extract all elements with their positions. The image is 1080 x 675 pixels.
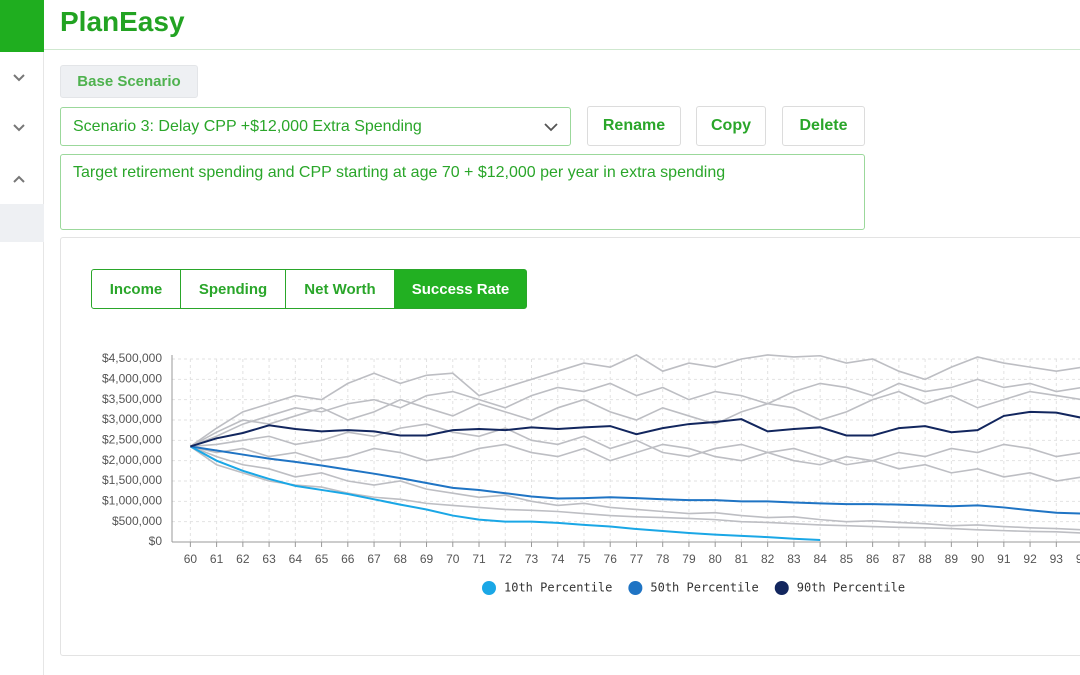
x-tick-label: 92 — [1023, 552, 1037, 566]
description-textarea[interactable]: Target retirement spending and CPP start… — [60, 154, 865, 230]
x-tick-label: 90 — [971, 552, 985, 566]
x-tick-label: 87 — [892, 552, 906, 566]
y-tick-label: $3,500,000 — [102, 392, 162, 406]
base-scenario-button[interactable]: Base Scenario — [60, 65, 198, 98]
x-tick-label: 88 — [918, 552, 932, 566]
x-tick-label: 64 — [289, 552, 303, 566]
simulation-line — [189, 445, 1080, 534]
legend-swatch — [628, 581, 643, 595]
y-tick-label: $0 — [149, 534, 163, 548]
x-tick-label: 69 — [420, 552, 434, 566]
simulation-line — [189, 390, 1080, 448]
logo-block — [0, 0, 44, 52]
sidebar-icons — [13, 74, 25, 183]
x-tick-label: 66 — [341, 552, 355, 566]
y-tick-label: $4,000,000 — [102, 372, 162, 386]
x-tick-label: 60 — [184, 552, 198, 566]
legend-swatch — [482, 581, 496, 595]
simulation-line — [190, 443, 1080, 466]
y-tick-label: $2,000,000 — [102, 453, 162, 467]
select-caret — [544, 123, 558, 132]
y-tick-label: $3,000,000 — [102, 412, 162, 426]
simulation-line — [190, 445, 1080, 531]
x-tick-label: 62 — [236, 552, 250, 566]
x-tick-label: 72 — [499, 552, 513, 566]
x-tick-label: 71 — [472, 552, 486, 566]
y-tick-label: $1,500,000 — [102, 473, 162, 487]
y-tick-label: $500,000 — [112, 514, 162, 528]
select-text: Scenario 3: Delay CPP +$12,000 Extra Spe… — [73, 117, 422, 135]
app-title: PlanEasy — [60, 6, 185, 37]
tab-bar: Income Spending Net Worth Success Rate — [91, 269, 527, 309]
simulation-line — [190, 378, 1080, 448]
y-tick-label: $4,500,000 — [102, 351, 162, 365]
rename-button[interactable]: Rename — [587, 106, 681, 146]
x-tick-label: 86 — [866, 552, 880, 566]
y-tick-label: $1,000,000 — [102, 494, 162, 508]
x-tick-label: 89 — [945, 552, 959, 566]
delete-button[interactable]: Delete — [782, 106, 865, 146]
tab[interactable]: Spending — [180, 269, 286, 309]
x-tick-label: 70 — [446, 552, 460, 566]
chevron-down[interactable] — [13, 124, 25, 132]
x-tick-label: 85 — [840, 552, 854, 566]
x-tick-label: 75 — [577, 552, 591, 566]
x-tick-label: 74 — [551, 552, 565, 566]
tab[interactable]: Success Rate — [394, 269, 527, 309]
sidebar-selected[interactable] — [0, 204, 44, 242]
x-tick-label: 73 — [525, 552, 539, 566]
sidebar — [0, 52, 44, 675]
legend-label: 50th Percentile — [650, 581, 758, 595]
x-tick-label: 68 — [394, 552, 408, 566]
simulation-line — [189, 354, 1080, 448]
chevron-down[interactable] — [13, 74, 25, 82]
chart-panel — [60, 237, 1080, 656]
x-tick-label: 77 — [630, 552, 644, 566]
x-tick-label: 91 — [997, 552, 1011, 566]
x-tick-label: 63 — [262, 552, 276, 566]
x-tick-label: 81 — [735, 552, 749, 566]
chevron-up[interactable] — [13, 175, 25, 183]
x-tick-label: 84 — [813, 552, 827, 566]
x-tick-label: 61 — [210, 552, 224, 566]
legend-label: 90th Percentile — [797, 581, 905, 595]
x-tick-label: 65 — [315, 552, 329, 566]
header-rule — [44, 49, 1080, 50]
x-tick-label: 78 — [656, 552, 670, 566]
x-tick-label: 82 — [761, 552, 775, 566]
percentile-line — [190, 445, 1080, 515]
x-tick-label: 94 — [1076, 552, 1080, 566]
legend-swatch — [774, 581, 789, 595]
simulation-line — [190, 423, 1080, 482]
scenario-select[interactable]: Scenario 3: Delay CPP +$12,000 Extra Spe… — [60, 107, 571, 146]
x-tick-label: 93 — [1050, 552, 1064, 566]
y-tick-label: $2,500,000 — [102, 433, 162, 447]
percentile-line — [189, 445, 821, 541]
copy-button[interactable]: Copy — [696, 106, 766, 146]
legend-label: 10th Percentile — [504, 581, 612, 595]
x-tick-label: 67 — [367, 552, 381, 566]
x-tick-label: 83 — [787, 552, 801, 566]
x-tick-label: 79 — [682, 552, 696, 566]
x-tick-label: 76 — [604, 552, 618, 566]
tab[interactable]: Income — [91, 269, 181, 309]
x-tick-label: 80 — [709, 552, 723, 566]
percentile-line — [190, 410, 1080, 448]
